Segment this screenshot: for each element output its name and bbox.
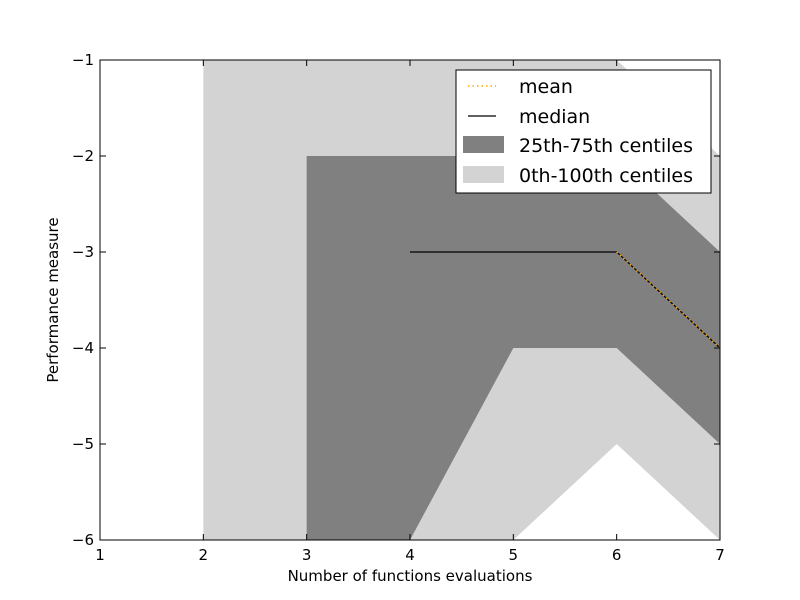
- x-tick-label: 3: [302, 546, 312, 564]
- y-tick-label: −5: [72, 435, 94, 453]
- axis-ticks: [99, 59, 721, 541]
- y-axis-label: Performance measure: [44, 217, 62, 382]
- x-tick-label: 6: [612, 546, 622, 564]
- line-mean: [616, 251, 720, 349]
- x-tick-label: 4: [405, 546, 415, 564]
- y-tick-label: −1: [72, 51, 94, 69]
- legend-iqr-swatch: [463, 136, 504, 153]
- y-tick-label: −4: [72, 339, 94, 357]
- y-tick-label: −3: [72, 243, 94, 261]
- x-tick-label: 7: [715, 546, 725, 564]
- x-tick-label: 1: [95, 546, 105, 564]
- legend-mean-label: mean: [519, 76, 573, 98]
- x-axis-label: Number of functions evaluations: [288, 567, 533, 585]
- legend-range-swatch: [463, 166, 504, 183]
- series-lines: [410, 251, 720, 349]
- legend-range-label: 0th-100th centiles: [519, 165, 693, 187]
- axis-tick-labels: 1 2 3 4 5 6 7 −1 −2 −3 −4 −5 −6: [72, 51, 725, 564]
- y-tick-label: −6: [72, 531, 94, 549]
- legend: mean median 25th-75th centiles 0th-100th…: [455, 69, 712, 194]
- y-tick-label: −2: [72, 147, 94, 165]
- x-tick-label: 5: [509, 546, 519, 564]
- x-tick-label: 2: [199, 546, 209, 564]
- line-median: [410, 251, 720, 349]
- legend-iqr-label: 25th-75th centiles: [519, 135, 693, 157]
- legend-median-label: median: [519, 106, 590, 128]
